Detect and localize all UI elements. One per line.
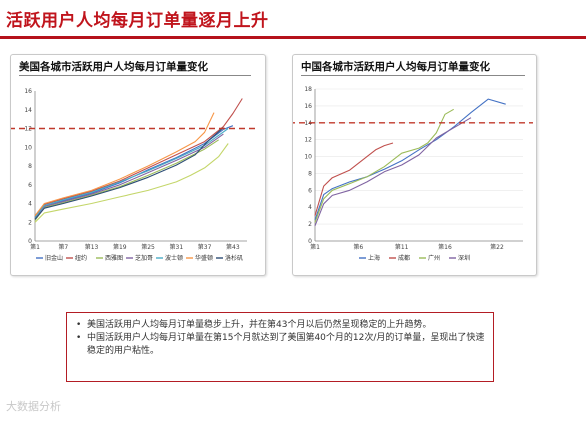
us-title-underline [19, 75, 251, 76]
bullet-icon: • [76, 320, 82, 330]
watermark: 大数据分析 [6, 400, 61, 413]
title-rule [0, 36, 586, 39]
note-text-1: 美国活跃用户人均每月订单量稳步上升，并在第43个月以后仍然呈现稳定的上升趋势。 [87, 320, 432, 330]
us-legend-label-5: 华盛顿 [195, 254, 213, 262]
notes-box: • 美国活跃用户人均每月订单量稳步上升，并在第43个月以后仍然呈现稳定的上升趋势。… [66, 312, 494, 382]
us-legend-label-6: 洛杉矶 [225, 254, 243, 262]
cn-series-line-0 [314, 98, 506, 221]
cn-y-tick-5: 10 [304, 154, 312, 161]
us-legend-label-1: 纽约 [75, 254, 87, 262]
cn-y-tick-4: 8 [308, 170, 312, 177]
us-series-line-0 [34, 125, 234, 218]
us-y-tick-1: 2 [28, 219, 32, 226]
us-legend-label-0: 旧金山 [45, 254, 63, 262]
us-y-tick-3: 6 [28, 182, 32, 189]
us-x-tick-2: 第13 [85, 243, 99, 251]
us-chart-svg: 0 2 4 6 8 10 12 14 16 第1 第7 第13 第19 第25 第31 第37 第43 旧金山 纽约… [11, 88, 257, 262]
us-series-line-1 [34, 98, 243, 217]
us-legend-label-2: 西雅图 [105, 254, 123, 262]
cn-series-line-3 [314, 117, 472, 227]
cn-y-tick-9: 18 [304, 86, 312, 93]
note-text-2: 中国活跃用户人均每月订单量在第15个月就达到了美国第40个月的12次/月的订单量… [87, 333, 485, 356]
us-y-tick-7: 14 [24, 107, 32, 114]
cn-legend-label-1: 成都 [398, 254, 410, 262]
cn-y-tick-6: 12 [304, 137, 312, 144]
note-item-2: • 中国活跃用户人均每月订单量在第15个月就达到了美国第40个月的12次/月的订单… [75, 332, 485, 358]
us-legend-label-3: 芝加哥 [135, 254, 153, 262]
us-x-tick-0: 第1 [30, 243, 40, 251]
cn-x-tick-1: 第6 [353, 243, 363, 251]
cn-chart-svg: 0 2 4 6 8 10 12 14 16 18 第1 第6 第11 第16 第22 上海 成都 广州 深圳 [293, 86, 533, 262]
cn-legend-label-2: 广州 [428, 254, 440, 262]
us-legend-label-4: 波士顿 [165, 254, 183, 262]
cn-y-tick-8: 16 [304, 103, 312, 110]
note-item-1: • 美国活跃用户人均每月订单量稳步上升，并在第43个月以后仍然呈现稳定的上升趋势。 [75, 319, 485, 332]
us-x-tick-5: 第31 [170, 243, 184, 251]
us-series-line-7 [34, 143, 229, 223]
us-series-line-5 [34, 112, 215, 217]
cn-title-underline [301, 75, 525, 76]
cn-y-tick-1: 2 [308, 221, 312, 228]
cn-y-tick-2: 4 [308, 204, 312, 211]
cn-series-line-1 [314, 142, 394, 216]
us-y-tick-0: 0 [28, 238, 32, 245]
cn-x-tick-4: 第22 [490, 243, 504, 251]
us-chart-panel: 美国各城市活跃用户人均每月订单量变化 0 2 4 6 8 10 12 14 16 第1 第7 第13 第… [10, 54, 266, 276]
us-series-line-4 [34, 128, 229, 218]
us-x-tick-3: 第19 [113, 243, 127, 251]
us-y-tick-5: 10 [24, 144, 32, 151]
us-series-line-3 [34, 133, 224, 219]
cn-chart-title: 中国各城市活跃用户人均每月订单量变化 [301, 61, 490, 73]
cn-x-tick-2: 第11 [395, 243, 409, 251]
cn-legend-label-0: 上海 [368, 254, 380, 262]
us-x-tick-7: 第43 [226, 243, 240, 251]
us-x-tick-6: 第37 [198, 243, 212, 251]
page-title: 活跃用户人均每月订单量逐月上升 [6, 11, 269, 31]
us-series-line-6 [34, 127, 224, 220]
us-y-tick-8: 16 [24, 88, 32, 95]
us-series-line-2 [34, 139, 220, 221]
us-y-tick-4: 8 [28, 163, 32, 170]
bullet-icon: • [76, 333, 82, 343]
cn-series-line-2 [314, 108, 454, 223]
us-y-tick-6: 12 [24, 126, 32, 133]
us-y-tick-2: 4 [28, 201, 32, 208]
us-x-tick-4: 第25 [141, 243, 155, 251]
cn-y-tick-3: 6 [308, 187, 312, 194]
cn-x-tick-3: 第16 [438, 243, 452, 251]
notes-list: • 美国活跃用户人均每月订单量稳步上升，并在第43个月以后仍然呈现稳定的上升趋势。… [67, 313, 493, 358]
us-chart-title: 美国各城市活跃用户人均每月订单量变化 [19, 61, 208, 73]
cn-y-tick-0: 0 [308, 238, 312, 245]
cn-x-tick-0: 第1 [310, 243, 320, 251]
cn-legend-label-3: 深圳 [458, 254, 470, 262]
cn-y-tick-7: 14 [304, 120, 312, 127]
us-x-tick-1: 第7 [58, 243, 68, 251]
cn-chart-panel: 中国各城市活跃用户人均每月订单量变化 0 2 4 6 8 10 12 14 16 18 第1 第6 第1… [292, 54, 537, 276]
